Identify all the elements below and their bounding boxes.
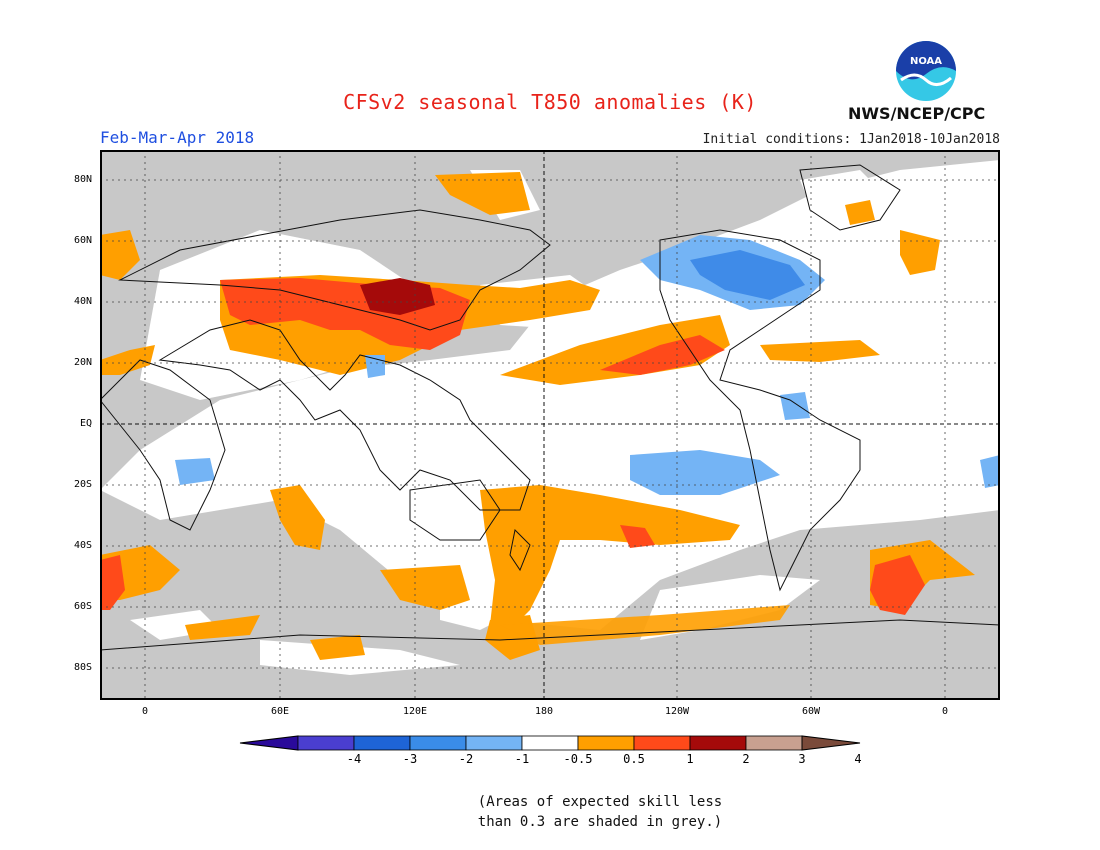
warm-anomaly-region — [100, 230, 140, 280]
reference-lines — [100, 150, 1000, 700]
very-warm-region — [360, 278, 435, 315]
lat-label: 60N — [73, 235, 92, 246]
near-normal-region — [300, 380, 335, 480]
warm-anomaly-region — [760, 340, 880, 362]
footnote-line-1: (Areas of expected skill less — [477, 794, 723, 810]
warm-anomaly-region — [435, 172, 530, 215]
lon-label: 120E — [402, 706, 428, 717]
colorbar-label: -2 — [458, 752, 474, 766]
warm-anomaly-region — [270, 485, 325, 550]
map-title: CFSv2 seasonal T850 anomalies (K) — [343, 90, 757, 114]
lat-label: 20N — [73, 357, 92, 368]
cold-anomaly-region — [980, 455, 1000, 488]
warm-anomaly-region — [480, 485, 740, 630]
colorbar-segment — [689, 735, 747, 751]
lat-label: 40S — [73, 540, 92, 551]
cold-anomaly-region — [365, 355, 385, 378]
colorbar-segment — [353, 735, 411, 751]
colorbar-label: 1 — [686, 752, 694, 766]
colorbar-segment — [633, 735, 691, 751]
forecast-period: Feb-Mar-Apr 2018 — [100, 128, 255, 147]
initial-conditions: Initial conditions: 1Jan2018-10Jan2018 — [702, 132, 1000, 147]
agency-label: NWS/NCEP/CPC — [848, 104, 986, 123]
lat-label: 60S — [73, 601, 92, 612]
warm-anomaly-region — [380, 565, 470, 610]
strong-warm-region — [600, 335, 725, 375]
lat-label: 20S — [73, 479, 92, 490]
colorbar-label: 0.5 — [623, 752, 645, 766]
cold-anomaly-region — [690, 250, 805, 300]
footnote-line-2: than 0.3 are shaded in grey.) — [477, 814, 723, 830]
warm-anomaly-region — [500, 605, 790, 645]
colorbar-label: 3 — [798, 752, 806, 766]
lon-label: 60W — [801, 706, 821, 717]
colorbar-label: 2 — [742, 752, 750, 766]
colorbar-label: -1 — [514, 752, 530, 766]
logo-text: NOAA — [910, 56, 942, 67]
lat-label: EQ — [79, 418, 92, 429]
colorbar-min-arrow — [239, 735, 299, 751]
cold-anomaly-region — [175, 458, 215, 485]
lon-label: 180 — [534, 706, 554, 717]
colorbar-label: -0.5 — [563, 752, 593, 766]
colorbar-label: -3 — [402, 752, 418, 766]
skill-footnote: (Areas of expected skill less than 0.3 a… — [400, 792, 800, 832]
colorbar-segment — [521, 735, 579, 751]
lat-label: 80N — [73, 174, 92, 185]
near-normal-region — [260, 640, 460, 675]
colorbar-segment — [577, 735, 635, 751]
lon-label: 0 — [941, 706, 949, 717]
colorbar-segment — [409, 735, 467, 751]
map-frame — [100, 150, 1000, 700]
colorbar-segment — [465, 735, 523, 751]
grid-lines — [100, 150, 1000, 700]
lon-label: 60E — [270, 706, 290, 717]
lat-label: 40N — [73, 296, 92, 307]
colorbar-label: -4 — [346, 752, 362, 766]
anomaly-map — [100, 150, 1000, 700]
lat-label: 80S — [73, 662, 92, 673]
warm-anomaly-region — [845, 200, 875, 225]
coastlines — [100, 164, 1000, 651]
strong-warm-region — [870, 555, 925, 615]
strong-warm-region — [620, 525, 655, 548]
colorbar-max-arrow — [801, 735, 861, 751]
colorbar — [239, 735, 861, 751]
warm-anomaly-region — [100, 345, 155, 375]
strong-warm-region — [100, 555, 125, 610]
warm-anomaly-region — [310, 635, 365, 660]
cold-anomaly-region — [780, 392, 810, 420]
lon-label: 120W — [664, 706, 690, 717]
warm-anomaly-region — [185, 615, 260, 640]
cold-anomaly-region — [630, 450, 780, 495]
colorbar-segment — [297, 735, 355, 751]
lon-label: 0 — [141, 706, 149, 717]
colorbar-segment — [745, 735, 803, 751]
noaa-logo: NOAA — [896, 41, 956, 101]
colorbar-label: 4 — [854, 752, 862, 766]
